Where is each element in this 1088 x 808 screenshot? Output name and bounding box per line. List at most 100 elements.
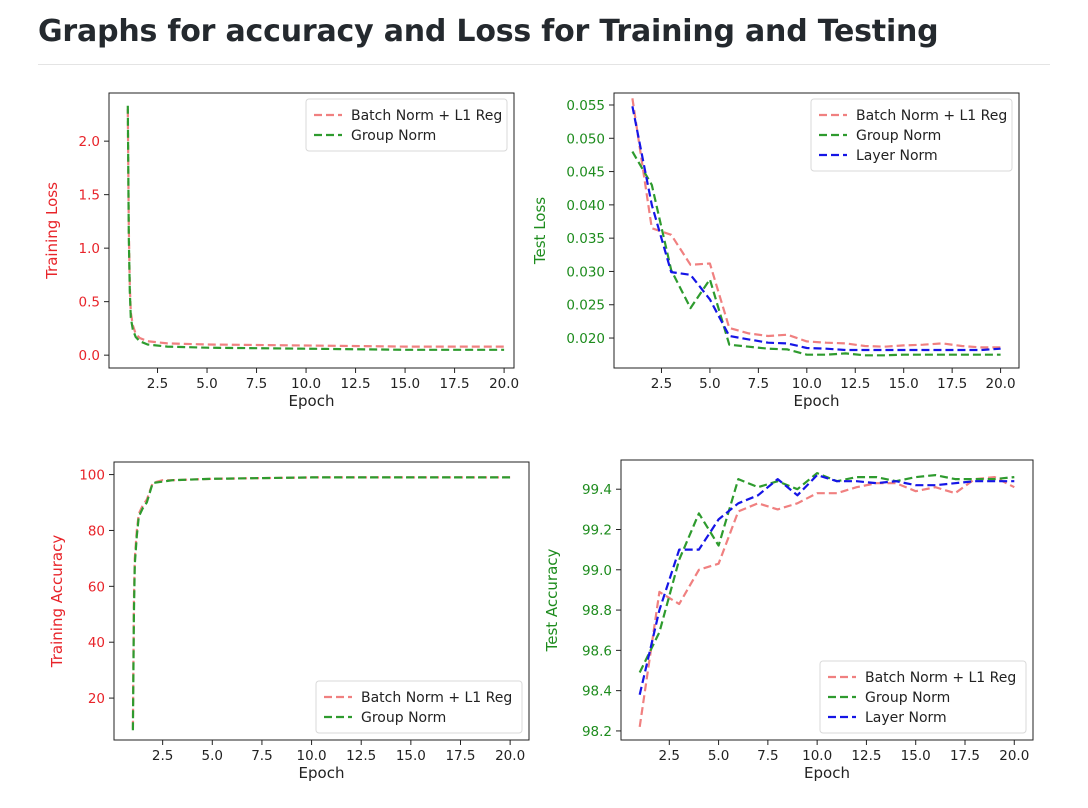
x-tick-label: 12.5: [346, 748, 376, 764]
y-tick-label: 98.2: [582, 724, 612, 740]
y-tick-label: 20: [88, 691, 105, 707]
y-axis-label: Training Loss: [43, 182, 61, 280]
legend-label-batch-norm-l1-reg: Batch Norm + L1 Reg: [361, 690, 512, 706]
y-axis-label: Test Loss: [531, 197, 549, 265]
x-tick-label: 5.0: [202, 748, 223, 764]
x-tick-label: 2.5: [651, 376, 672, 392]
x-tick-label: 10.0: [802, 748, 832, 764]
y-tick-label: 98.6: [582, 643, 612, 659]
y-tick-label: 0.030: [566, 264, 605, 280]
y-axis-label: Test Accuracy: [543, 548, 561, 652]
legend: Batch Norm + L1 Reg Group Norm: [315, 680, 523, 734]
legend: Batch Norm + L1 Reg Group Norm: [305, 98, 508, 152]
y-tick-label: 60: [88, 579, 105, 595]
x-tick-label: 17.5: [937, 376, 967, 392]
y-tick-label: 0.5: [79, 295, 100, 311]
legend-label-group-norm: Group Norm: [865, 690, 950, 706]
legend-label-group-norm: Group Norm: [351, 128, 436, 144]
x-tick-label: 15.0: [889, 376, 919, 392]
x-tick-label: 20.0: [489, 376, 519, 392]
y-axis-label: Training Accuracy: [48, 535, 66, 669]
x-tick-label: 17.5: [445, 748, 475, 764]
x-tick-label: 2.5: [152, 748, 173, 764]
x-tick-label: 7.5: [757, 748, 778, 764]
training-loss-chart: 2.5 5.0 7.5 10.0 12.5 15.0 17.5 20.0 0.0 0.5 1.0 1.…: [43, 92, 519, 410]
legend-label-layer-norm: Layer Norm: [865, 710, 947, 726]
y-tick-label: 2.0: [79, 134, 100, 150]
x-tick-label: 5.0: [708, 748, 729, 764]
title-divider: [38, 64, 1050, 65]
y-tick-label: 98.8: [582, 603, 612, 619]
x-tick-label: 15.0: [396, 748, 426, 764]
series-group: [131, 476, 511, 731]
y-tick-label: 0.050: [566, 131, 605, 147]
series-line-group-norm: [126, 105, 505, 351]
legend-box: [305, 98, 508, 152]
x-tick-label: 20.0: [495, 748, 525, 764]
y-tick-label: 0.035: [566, 231, 605, 247]
y-tick-label: 0.055: [566, 98, 605, 114]
y-tick-label: 0.040: [566, 198, 605, 214]
x-tick-label: 12.5: [851, 748, 881, 764]
legend: Batch Norm + L1 Reg Group Norm Layer Norm: [819, 660, 1027, 734]
x-tick-label: 7.5: [246, 376, 267, 392]
series-line-layer-norm: [638, 474, 1015, 695]
x-tick-label: 20.0: [999, 748, 1029, 764]
legend: Batch Norm + L1 Reg Group Norm Layer Norm: [810, 98, 1013, 172]
series-line-batch-norm-l1-reg: [631, 98, 1001, 349]
y-tick-label: 0.045: [566, 165, 605, 181]
y-tick-label: 1.0: [79, 241, 100, 257]
legend-label-batch-norm-l1-reg: Batch Norm + L1 Reg: [351, 108, 502, 124]
test-accuracy-chart: 2.5 5.0 7.5 10.0 12.5 15.0 17.5 20.0 98.2 98.4 98.…: [543, 459, 1034, 782]
x-tick-label: 17.5: [950, 748, 980, 764]
legend-label-batch-norm-l1-reg: Batch Norm + L1 Reg: [856, 108, 1007, 124]
x-axis-label: Epoch: [794, 392, 840, 410]
x-axis-label: Epoch: [289, 392, 335, 410]
training-accuracy-chart: 2.5 5.0 7.5 10.0 12.5 15.0 17.5 20.0 20 40 60 80 100…: [48, 461, 530, 782]
x-tick-label: 20.0: [986, 376, 1016, 392]
legend-label-group-norm: Group Norm: [361, 710, 446, 726]
y-tick-label: 100: [79, 468, 105, 484]
y-tick-label: 1.5: [79, 188, 100, 204]
series-line-batch-norm-l1-reg: [638, 476, 1015, 728]
series-group: [631, 98, 1001, 357]
series-group: [638, 472, 1015, 728]
series-line-group-norm: [631, 151, 1001, 357]
y-tick-label: 99.0: [582, 563, 612, 579]
series-line-group-norm: [131, 476, 511, 731]
y-tick-label: 0.020: [566, 331, 605, 347]
y-tick-label: 80: [88, 523, 105, 539]
x-tick-label: 2.5: [659, 748, 680, 764]
y-tick-label: 99.4: [582, 482, 612, 498]
page-title: Graphs for accuracy and Loss for Trainin…: [38, 14, 939, 49]
x-tick-label: 10.0: [291, 376, 321, 392]
y-tick-label: 40: [88, 635, 105, 651]
y-tick-label: 0.0: [79, 348, 100, 364]
y-tick-label: 0.025: [566, 298, 605, 314]
x-tick-label: 2.5: [147, 376, 168, 392]
x-tick-label: 15.0: [901, 748, 931, 764]
y-tick-label: 98.4: [582, 684, 612, 700]
test-loss-chart: 2.5 5.0 7.5 10.0 12.5 15.0 17.5 20.0 0.020 0.025 0…: [531, 92, 1020, 410]
x-tick-label: 10.0: [297, 748, 327, 764]
series-line-layer-norm: [631, 106, 1001, 352]
x-axis-label: Epoch: [804, 764, 850, 782]
x-tick-label: 5.0: [699, 376, 720, 392]
x-axis-label: Epoch: [299, 764, 345, 782]
legend-box: [315, 680, 523, 734]
legend-label-batch-norm-l1-reg: Batch Norm + L1 Reg: [865, 670, 1016, 686]
series-group: [126, 105, 505, 351]
legend-label-group-norm: Group Norm: [856, 128, 941, 144]
legend-label-layer-norm: Layer Norm: [856, 148, 938, 164]
x-tick-label: 12.5: [840, 376, 870, 392]
x-tick-label: 15.0: [390, 376, 420, 392]
legend-box: [819, 660, 1027, 734]
x-tick-label: 7.5: [251, 748, 272, 764]
y-tick-label: 99.2: [582, 522, 612, 538]
legend-box: [810, 98, 1013, 172]
x-tick-label: 10.0: [792, 376, 822, 392]
x-tick-label: 12.5: [341, 376, 371, 392]
x-tick-label: 7.5: [748, 376, 769, 392]
series-line-batch-norm-l1-reg: [126, 109, 505, 348]
x-tick-label: 5.0: [196, 376, 217, 392]
